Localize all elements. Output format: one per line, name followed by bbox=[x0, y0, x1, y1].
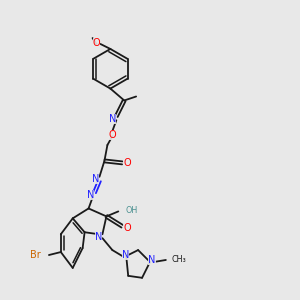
Text: N: N bbox=[148, 255, 156, 265]
Text: OH: OH bbox=[125, 206, 137, 215]
Text: N: N bbox=[92, 174, 99, 184]
Text: Br: Br bbox=[30, 250, 41, 260]
Text: N: N bbox=[87, 190, 94, 200]
Text: N: N bbox=[122, 250, 129, 260]
Text: O: O bbox=[123, 223, 131, 233]
Text: N: N bbox=[95, 232, 102, 242]
Text: CH₃: CH₃ bbox=[172, 256, 187, 265]
Text: N: N bbox=[109, 114, 116, 124]
Text: O: O bbox=[123, 158, 131, 168]
Text: O: O bbox=[109, 130, 116, 140]
Text: O: O bbox=[93, 38, 100, 48]
